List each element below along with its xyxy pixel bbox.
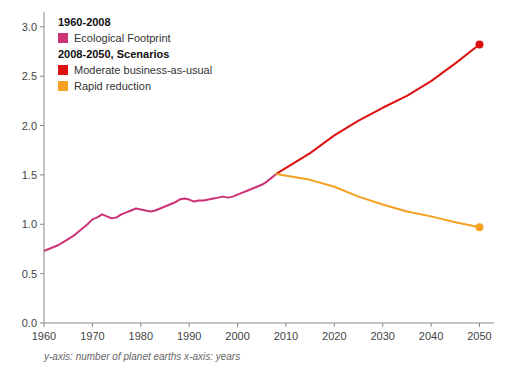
x-tick-label: 2020	[322, 330, 346, 342]
x-tick-label: 2010	[274, 330, 298, 342]
x-tick-label: 1960	[32, 330, 56, 342]
series-line	[44, 174, 276, 251]
x-tick	[285, 323, 286, 327]
legend-swatch	[58, 65, 68, 75]
legend-swatch	[58, 81, 68, 91]
y-tick-label: 0.0	[22, 317, 37, 329]
y-tick-label: 2.0	[22, 120, 37, 132]
y-tick	[40, 125, 44, 126]
y-tick-label: 2.5	[22, 70, 37, 82]
y-tick	[40, 26, 44, 27]
y-tick	[40, 76, 44, 77]
y-axis-line	[44, 12, 45, 323]
y-tick-label: 0.5	[22, 268, 37, 280]
axes: 0.0 0.5 1.0 1.5 2.0 2.5 3.0 1960 1970 1980 1990 200…	[22, 12, 494, 342]
y-tick	[40, 174, 44, 175]
x-tick	[92, 323, 93, 327]
legend-label: Moderate business-as-usual	[74, 64, 212, 76]
legend-label: Ecological Footprint	[74, 32, 171, 44]
y-tick-label: 1.5	[22, 169, 37, 181]
series-line	[276, 174, 479, 227]
x-tick	[140, 323, 141, 327]
legend-heading: 1960-2008	[58, 16, 111, 28]
chart: 0.0 0.5 1.0 1.5 2.0 2.5 3.0 1960 1970 1980 1990 200…	[0, 0, 508, 369]
x-tick-label: 2050	[467, 330, 491, 342]
x-tick	[479, 323, 480, 327]
series-line	[276, 45, 479, 174]
y-tick-label: 3.0	[22, 21, 37, 33]
x-axis-line	[44, 323, 494, 324]
x-tick	[44, 323, 45, 327]
legend-swatch	[58, 33, 68, 43]
x-tick-label: 2000	[225, 330, 249, 342]
legend: 1960-2008 Ecological Footprint 2008-2050, …	[58, 16, 212, 92]
note: y-axis: number of planet earths x-axis: …	[43, 351, 240, 362]
end-dot	[475, 223, 483, 231]
y-tick-label: 1.0	[22, 218, 37, 230]
legend-label: Rapid reduction	[74, 80, 151, 92]
end-dot	[475, 41, 483, 49]
y-tick	[40, 323, 44, 324]
x-tick-label: 1980	[129, 330, 153, 342]
plot-area	[44, 41, 483, 251]
x-tick-label: 1970	[80, 330, 104, 342]
legend-heading: 2008-2050, Scenarios	[58, 48, 169, 60]
y-tick	[40, 273, 44, 274]
x-tick	[189, 323, 190, 327]
y-tick	[40, 224, 44, 225]
x-tick	[237, 323, 238, 327]
x-tick	[431, 323, 432, 327]
x-tick	[334, 323, 335, 327]
x-tick-label: 1990	[177, 330, 201, 342]
x-tick-label: 2030	[370, 330, 394, 342]
x-tick	[382, 323, 383, 327]
x-tick-label: 2040	[419, 330, 443, 342]
